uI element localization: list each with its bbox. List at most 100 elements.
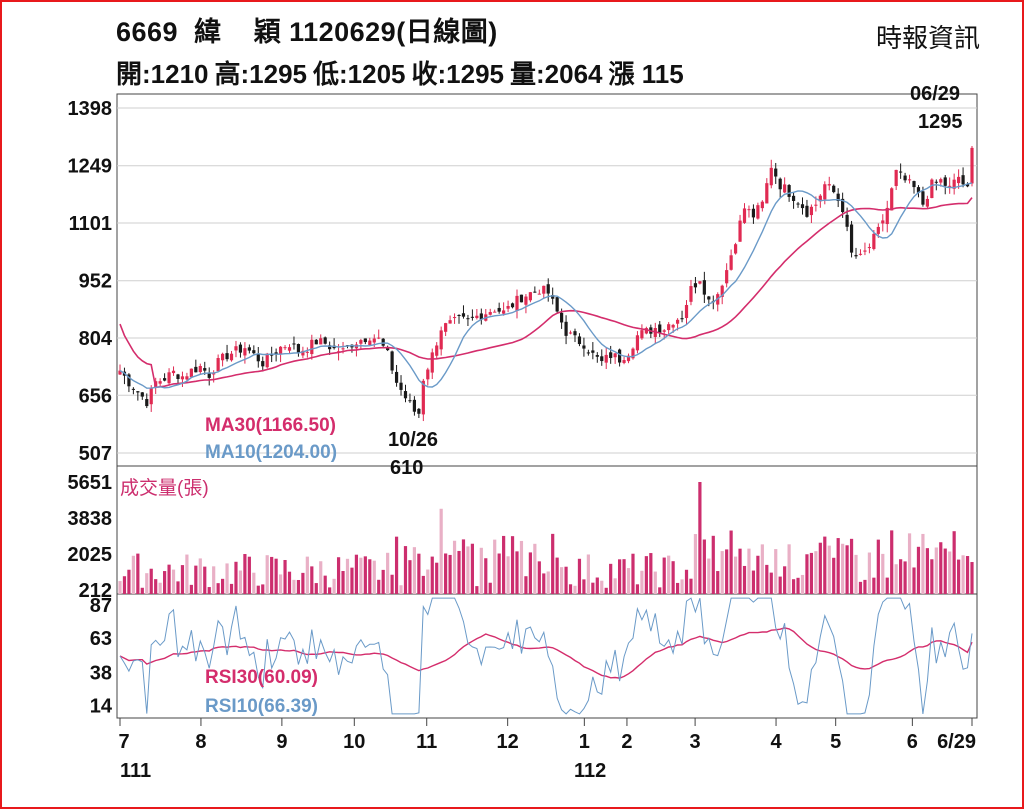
volume-bar [403,546,408,594]
candle-body [261,361,265,367]
candle-body [435,345,439,356]
candle-body [372,338,376,343]
volume-bar [243,554,247,594]
volume-bar [198,558,202,594]
volume-bar [644,556,648,594]
volume-bar [149,568,153,594]
candle-body [180,376,185,380]
volume-bar [787,544,791,594]
candle-body [965,184,970,187]
candle-body [452,317,457,319]
candle-body [363,338,367,343]
volume-bar [510,536,515,594]
candle-body [475,315,479,319]
volume-bar [711,535,715,594]
volume-tick-label: 212 [79,580,112,602]
volume-bar [466,546,470,594]
last-date-label: 06/29 [910,83,960,105]
volume-bar [154,579,158,594]
volume-bar [961,555,965,594]
volume-bar [381,569,385,594]
candle-body [934,181,938,183]
volume-bar [948,551,952,594]
volume-bar [876,539,880,594]
volume-bar [564,566,568,594]
candle-body [158,381,162,384]
candle-body [600,356,604,362]
candle-body [403,391,408,399]
open-value: 開:1210 [116,59,209,89]
candle-body [296,344,301,353]
volume-bar [430,556,434,594]
price-panel [116,93,978,467]
low-value-label: 610 [390,457,423,479]
candle-body [470,316,474,318]
candle-body [560,312,564,323]
volume-bar [238,570,243,594]
volume-bar [274,558,278,594]
x-tick-label: 5 [830,731,841,753]
volume-bar [796,577,800,594]
volume-bar [618,559,622,594]
volume-bar [613,578,617,594]
candle-body [729,255,733,270]
candle-body [270,354,274,356]
candle-body [417,408,421,414]
volume-bar [903,561,907,594]
volume-bar [270,556,274,594]
volume-bar [845,545,849,594]
x-tick-label: 4 [770,731,782,753]
volume-bar [765,564,769,594]
volume-bar [305,556,309,594]
volume-bar [354,554,359,594]
volume-bar [122,576,127,594]
volume-bar [899,559,903,594]
volume-bar [649,553,653,594]
candle-body [408,400,412,402]
volume-bar [189,584,193,594]
volume-bar [390,574,394,594]
candle-body [814,204,818,206]
volume-bar [751,570,756,594]
candle-body [952,179,956,189]
volume-bar [506,556,510,594]
candle-body [149,387,153,405]
volume-bar [475,586,479,594]
volume-bar [435,562,439,594]
candle-body [796,203,800,205]
year-label-111: 111 [120,760,151,782]
candle-body [845,214,849,227]
volume-bar [341,571,345,594]
volume-bar [858,581,863,594]
x-tick-label: 1 [579,731,590,753]
candle-body [832,185,836,193]
candle-body [693,283,698,288]
ohlc-summary: 開:1210 高:1295 低:1205 收:1295 量:2064 漲 115 [116,54,690,91]
volume-bar [417,553,421,594]
price-tick-label: 804 [79,328,113,350]
volume-bar [684,569,689,594]
candle-body [948,185,952,187]
candle-body [774,168,778,177]
candle-body [667,324,671,331]
volume-bar [702,539,706,594]
volume-bar [537,561,541,594]
volume-bar [939,542,943,594]
candle-body [551,295,555,299]
candle-body [515,295,519,312]
candle-body [287,347,292,351]
high-value: 高:1295 [214,59,308,89]
volume-bar [256,585,260,594]
candle-body [252,350,256,354]
volume-bar [287,571,292,594]
candle-body [707,296,711,300]
candle-body [791,195,796,201]
volume-bar [140,587,144,594]
volume-bar [689,578,693,594]
candle-body [671,324,675,328]
candle-body [448,320,452,324]
volume-bar [667,555,671,594]
candle-body [582,345,586,349]
volume-tick-label: 2025 [68,544,113,566]
volume-bar [479,547,483,594]
